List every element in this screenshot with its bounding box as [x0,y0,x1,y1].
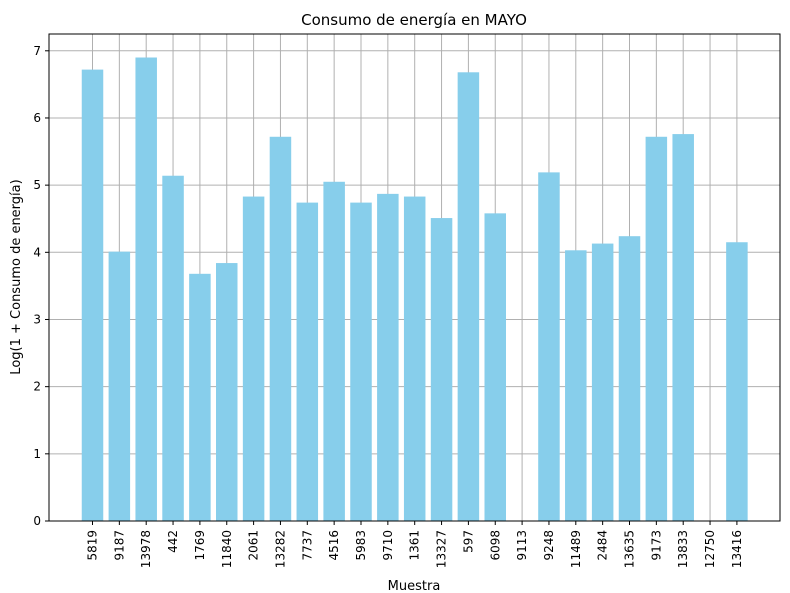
bar [296,202,319,521]
x-axis-label: Muestra [388,579,441,593]
x-tick-label: 597 [461,530,475,553]
bar [565,250,587,521]
bar [538,172,560,521]
x-tick-label: 7737 [300,530,314,561]
x-tick-label: 2061 [247,530,261,561]
chart-title: Consumo de energía en MAYO [301,11,527,29]
y-tick-label: 0 [33,514,41,528]
x-tick-label: 11489 [569,530,583,568]
bar [645,136,668,521]
x-tick-label: 13635 [623,530,637,568]
x-tick-label: 9187 [112,530,126,561]
y-axis: 0 1 2 3 4 5 6 7 [33,44,49,528]
y-tick-label: 4 [33,245,41,259]
y-axis-label: Log(1 + Consumo de energía) [9,179,24,374]
bar [135,57,157,521]
y-tick-label: 1 [33,447,41,461]
bar [323,181,345,522]
x-tick-label: 9248 [542,530,556,561]
bar [726,242,748,521]
bars [81,57,748,522]
bar [81,69,104,521]
x-tick-label: 1361 [408,530,422,561]
x-tick-label: 11840 [220,530,234,568]
x-tick-label: 442 [166,530,180,553]
x-tick-label: 5983 [354,530,368,561]
bar [350,202,372,521]
bar [162,175,184,521]
x-tick-label: 9710 [381,530,395,561]
bar [672,134,694,521]
x-tick-label: 6098 [488,530,502,561]
x-tick-label: 13978 [139,530,153,568]
x-tick-label: 2484 [596,530,610,561]
x-tick-label: 1769 [193,530,207,561]
x-tick-label: 4516 [327,530,341,561]
x-tick-label: 5819 [86,530,100,561]
bar [377,193,399,521]
x-tick-label: 9113 [515,530,529,561]
x-tick-label: 9173 [649,530,663,561]
bar [591,243,614,521]
bar [618,236,641,521]
y-tick-label: 5 [33,178,41,192]
bar [216,263,238,521]
bar [189,273,211,521]
bar [457,72,480,522]
x-axis: 5819 9187 13978 442 1769 11840 2061 13282 7737 45… [86,521,744,568]
bar [108,251,131,522]
x-tick-label: 13327 [435,530,449,568]
x-tick-label: 12750 [703,530,717,568]
y-tick-label: 6 [33,111,41,125]
bar [430,218,453,521]
bar [403,196,426,521]
x-tick-label: 13282 [273,530,287,568]
x-tick-label: 13833 [676,530,690,568]
x-tick-label: 13416 [730,530,744,568]
bar [242,196,265,521]
y-tick-label: 7 [33,44,41,58]
bar [484,213,506,521]
y-tick-label: 2 [33,380,41,394]
bar [269,136,292,521]
y-tick-label: 3 [33,312,41,326]
